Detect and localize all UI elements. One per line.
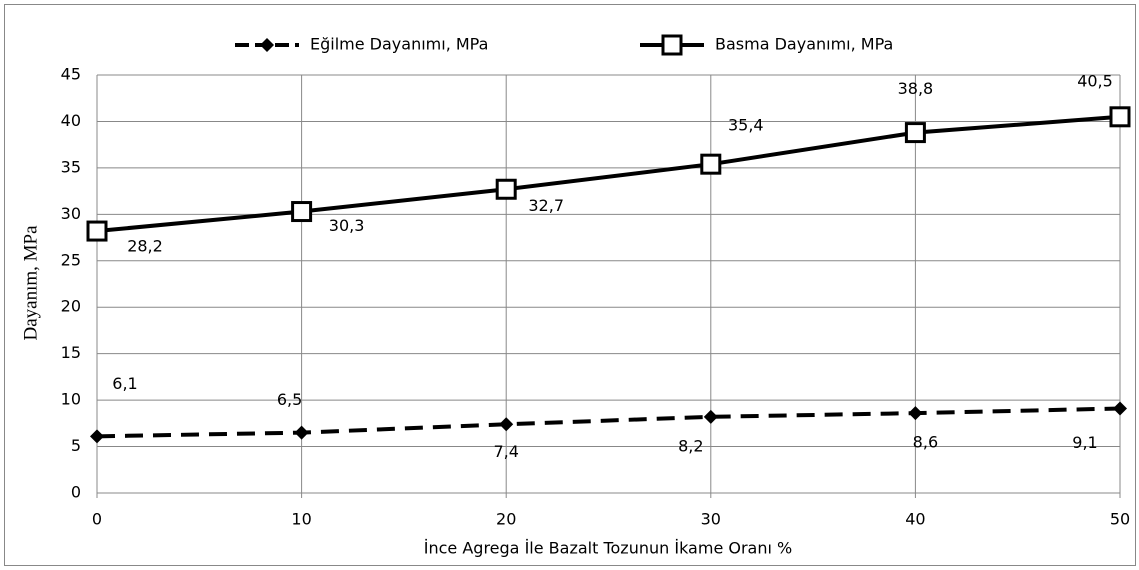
data-label: 35,4: [728, 116, 764, 135]
data-label: 30,3: [329, 216, 365, 235]
y-tick-label: 25: [61, 250, 81, 269]
y-tick-label: 30: [61, 204, 81, 223]
data-point: [700, 153, 722, 175]
x-tick-label: 20: [496, 510, 516, 529]
x-tick-label: 0: [92, 510, 102, 529]
data-point: [86, 220, 108, 242]
y-tick-label: 10: [61, 390, 81, 409]
data-label: 9,1: [1072, 433, 1097, 452]
y-tick-label: 5: [71, 436, 81, 455]
y-tick-label: 15: [61, 343, 81, 362]
legend-marker: [260, 38, 274, 52]
data-point: [495, 178, 517, 200]
legend-marker: [661, 34, 683, 56]
data-point: [1109, 106, 1131, 128]
data-point: [291, 201, 313, 223]
data-label: 32,7: [528, 196, 564, 215]
data-point: [294, 425, 309, 440]
x-tick-label: 30: [701, 510, 721, 529]
chart-border: [4, 4, 1136, 566]
y-axis-label: Dayanım, MPa: [20, 225, 41, 341]
y-tick-label: 35: [61, 157, 81, 176]
data-label: 28,2: [127, 237, 163, 256]
x-axis-label: İnce Agrega İle Bazalt Tozunun İkame Ora…: [424, 539, 792, 558]
y-tick-label: 45: [61, 65, 81, 84]
data-label: 40,5: [1077, 71, 1113, 90]
data-label: 6,5: [277, 390, 302, 409]
legend-label: Basma Dayanımı, MPa: [715, 35, 893, 54]
data-label: 6,1: [112, 374, 137, 393]
data-label: 7,4: [493, 442, 518, 461]
data-point: [499, 417, 514, 432]
y-tick-label: 20: [61, 297, 81, 316]
data-point: [904, 122, 926, 144]
data-point: [908, 406, 923, 421]
data-point: [90, 429, 104, 444]
y-tick-label: 0: [71, 483, 81, 502]
data-label: 8,2: [678, 436, 703, 455]
data-point: [703, 409, 718, 424]
x-tick-label: 50: [1110, 510, 1130, 529]
legend-label: Eğilme Dayanımı, MPa: [310, 35, 488, 54]
y-tick-label: 40: [61, 111, 81, 130]
series-line: [96, 114, 1121, 234]
series-line: [96, 406, 1121, 439]
data-label: 38,8: [898, 79, 934, 98]
x-tick-label: 40: [905, 510, 925, 529]
data-label: 8,6: [913, 433, 938, 452]
data-point: [1113, 401, 1127, 416]
x-tick-label: 10: [291, 510, 311, 529]
